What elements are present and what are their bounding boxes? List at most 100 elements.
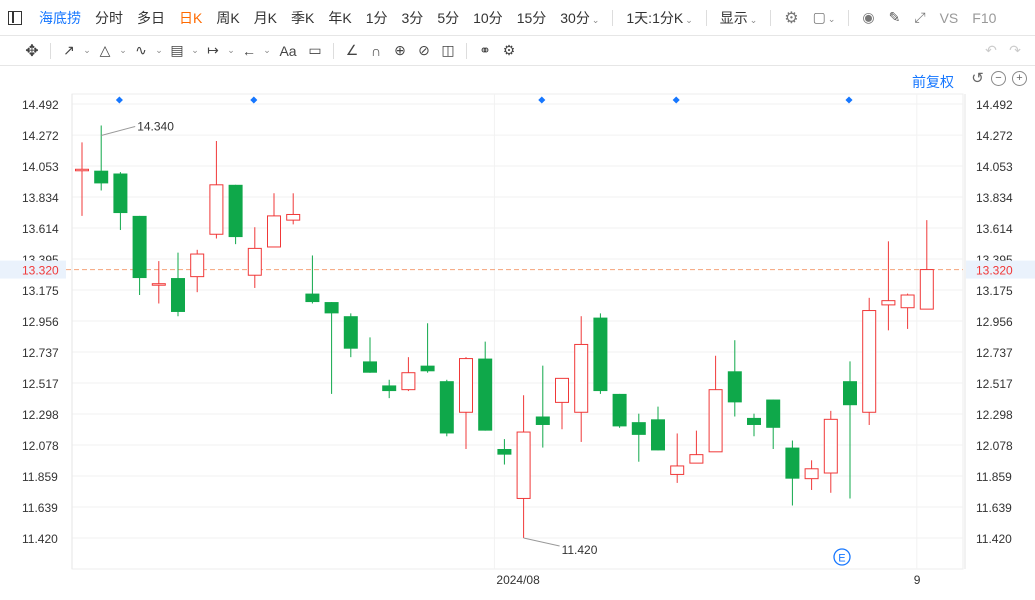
redo-icon[interactable]: ↷ [1009,42,1021,58]
candle [804,460,819,490]
settings-icon[interactable]: ⚙ [502,42,516,58]
tab-daily-k[interactable]: 日K [179,9,203,26]
candle [747,413,761,437]
chevron-down-icon[interactable]: ⌄ [263,45,271,55]
display-dropdown[interactable]: 显示 ⌄ [713,8,765,28]
candle [343,313,358,358]
candle [881,241,896,331]
zoom-out-icon[interactable]: − [991,71,1006,86]
measure-tool-icon[interactable]: ↦ [207,42,219,58]
ruler-icon[interactable]: ∠ [345,42,359,58]
divider [705,9,707,26]
candle-body [708,389,723,453]
lock-icon[interactable]: ⊕ [394,42,406,58]
candle-body [612,393,627,427]
chevron-down-icon[interactable]: ⌄ [191,45,199,55]
link-icon[interactable]: ⚭ [479,42,491,58]
candle-body [363,361,377,373]
trash-icon[interactable]: ◫ [441,42,455,58]
period-select-dropdown[interactable]: 1天:1分K ⌄ [619,8,699,28]
tab-weekly-k[interactable]: 周K [216,9,240,26]
candle-body [382,385,397,392]
tab-monthly-k[interactable]: 月K [253,9,278,26]
undo-icon[interactable]: ↶ [985,42,997,58]
candle-body [574,343,589,413]
tab-yearly-k[interactable]: 年K [328,9,352,26]
annotation-leader [523,537,560,547]
candles [75,125,934,538]
last-price-line: 13.320 13.320 [0,260,1035,279]
hide-icon[interactable]: ⊘ [418,42,430,58]
text-tool-button[interactable]: Aa [279,42,297,59]
event-marker [250,96,258,104]
candle [151,261,166,304]
f10-button[interactable]: F10 [972,9,997,26]
tab-30min-dropdown[interactable]: 30分 ⌄ [553,8,606,28]
candle [305,255,320,304]
y-tick-label: 12.737 [22,346,59,360]
wave-tool-icon[interactable]: ∿ [135,42,147,58]
chevron-down-icon[interactable]: ⌄ [155,45,163,55]
plot-frame [71,93,964,570]
y-axis-right: 11.420 11.639 11.859 12.078 12.298 12.517 12.7… [976,98,1013,546]
tab-3min[interactable]: 3分 [401,9,424,26]
zoom-in-icon[interactable]: + [1012,71,1027,86]
candle [555,377,569,430]
grid-lines [71,93,966,570]
y-tick-label: 14.492 [22,98,59,112]
candle-body [535,416,550,425]
move-icon[interactable]: ✥ [25,42,39,60]
tab-10min[interactable]: 10分 [473,9,503,26]
earnings-marker-label: E [838,552,845,564]
fullscreen-icon[interactable]: ⤢ [914,9,926,25]
magnet-icon[interactable]: ∩ [370,42,382,59]
candle [516,395,531,538]
drawing-toolbar: ✥ ↗ ⌄ △ ⌄ ∿ ⌄ ▤ ⌄ ↦ ⌄ ← ⌄ Aa ▭ ∠ ∩ ⊕ ⊘ ◫ ⚭ ⚙ ↶… [0,36,1035,66]
candle [94,125,109,191]
tab-1min[interactable]: 1分 [365,9,388,26]
tab-multiday[interactable]: 多日 [137,9,165,26]
candle [267,193,281,248]
layout-dropdown[interactable]: ▢ ⌄ [812,9,836,25]
candle [708,355,723,453]
candle-body [727,371,742,403]
chevron-down-icon[interactable]: ⌄ [119,45,127,55]
y-tick-label: 12.517 [22,377,59,391]
y-tick-label: 11.859 [22,470,58,484]
candle-body [478,358,493,431]
reset-icon[interactable]: ↺ [971,70,984,87]
tab-timeshare[interactable]: 分时 [95,9,123,26]
chevron-down-icon: ⌄ [749,14,758,25]
fib-tool-icon[interactable]: ▤ [170,42,184,58]
sidebar-toggle-icon[interactable] [8,10,22,25]
pencil-icon[interactable]: ✎ [888,9,901,25]
chevron-down-icon[interactable]: ⌄ [227,45,235,55]
last-price-badge-left [0,260,66,279]
comment-icon[interactable]: ▭ [308,42,322,58]
gear-icon[interactable]: ⚙ [784,9,799,27]
y-tick-label: 11.859 [976,470,1012,484]
candle [478,341,493,431]
compare-button[interactable]: VS [939,9,959,26]
arrow-left-icon[interactable]: ← [242,42,256,59]
candle-body [459,358,473,413]
chevron-down-icon: ⌄ [685,14,693,25]
channel-tool-icon[interactable]: △ [99,42,111,58]
camera-icon[interactable]: ◉ [862,9,875,25]
chevron-down-icon[interactable]: ⌄ [83,45,91,55]
candle-body [132,215,147,279]
tab-quarterly-k[interactable]: 季K [291,9,315,26]
candle-body [881,300,896,306]
tab-15min[interactable]: 15分 [516,9,547,26]
y-tick-label: 14.053 [976,160,1013,174]
price-adjust-mode[interactable]: 前复权 [912,74,954,90]
line-tool-icon[interactable]: ↗ [63,42,75,58]
tab-5min[interactable]: 5分 [437,9,460,26]
stock-name-tab[interactable]: 海底捞 [39,9,81,26]
last-price-label: 13.320 [22,264,59,278]
candle-body [804,468,819,480]
candle-body [228,184,243,238]
y-tick-label: 11.639 [976,501,1012,515]
candle-body [420,365,435,372]
